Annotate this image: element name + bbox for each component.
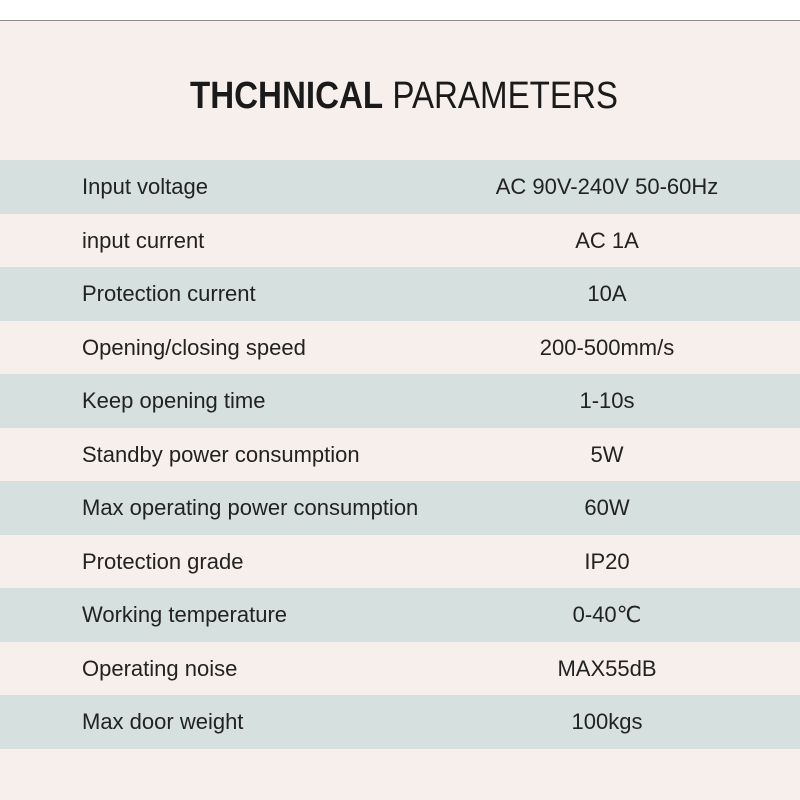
parameter-name: Protection grade (82, 548, 244, 574)
table-row: Max operating power consumption 60W (0, 481, 800, 535)
table-row: Protection grade IP20 (0, 535, 800, 589)
parameter-name: Protection current (82, 281, 256, 306)
title: THCHNICAL PARAMETERS (190, 75, 618, 117)
table-row: Protection current 10A (0, 267, 800, 321)
title-bold: THCHNICAL (190, 75, 383, 117)
top-bar (0, 0, 800, 21)
parameter-name: input current (82, 227, 205, 253)
parameter-name: Keep opening time (82, 388, 266, 413)
table-row: Input voltage AC 90V-240V 50-60Hz (0, 160, 800, 214)
table-row: Opening/closing speed 200-500mm/s (0, 321, 800, 375)
table-row: Keep opening time 1-10s (0, 374, 800, 428)
title-text: THCHNICAL PARAMETERS (190, 75, 618, 117)
table-row: Working temperature 0-40℃ (0, 588, 800, 642)
parameter-name: Opening/closing speed (82, 334, 306, 360)
title-regular: PARAMETERS (392, 75, 618, 117)
table-row: Standby power consumption 5W (0, 428, 800, 482)
parameter-value: AC 90V-240V 50-60Hz (495, 174, 719, 199)
parameter-value: 5W (590, 441, 624, 467)
parameter-name: Max operating power consumption (82, 495, 419, 520)
parameter-value: IP20 (584, 548, 630, 574)
parameter-name: Input voltage (82, 174, 208, 199)
parameter-value: AC 1A (575, 227, 639, 253)
parameter-name: Operating noise (82, 655, 238, 681)
parameter-value: 60W (584, 495, 630, 520)
parameter-value: 0-40℃ (572, 602, 642, 627)
parameter-value: 1-10s (579, 388, 635, 413)
parameter-value: 100kgs (571, 709, 643, 734)
table-row: input current AC 1A (0, 214, 800, 268)
table-row: Max door weight 100kgs (0, 695, 800, 749)
parameter-value: MAX55dB (557, 655, 657, 681)
parameter-value: 10A (587, 281, 627, 306)
parameter-name: Max door weight (82, 709, 244, 734)
parameter-name: Standby power consumption (82, 441, 360, 467)
parameter-table: Input voltage AC 90V-240V 50-60Hz input cu… (0, 160, 800, 749)
parameter-value: 200-500mm/s (539, 334, 675, 360)
table-row: Operating noise MAX55dB (0, 642, 800, 696)
parameter-name: Working temperature (82, 602, 288, 627)
